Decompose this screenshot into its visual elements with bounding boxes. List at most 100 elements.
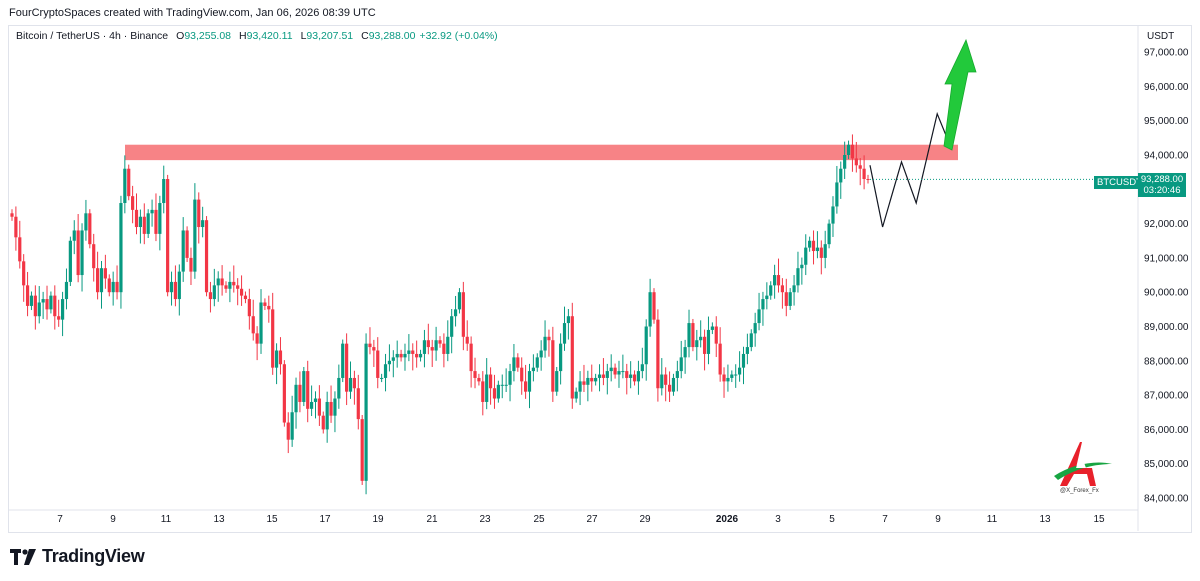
candle-body xyxy=(204,220,209,293)
time-tick-label: 9 xyxy=(935,514,941,525)
tradingview-logo-icon xyxy=(10,548,36,565)
close-label: C xyxy=(361,30,369,42)
candle-body xyxy=(804,247,808,265)
time-tick-label: 7 xyxy=(57,514,63,525)
candle-body xyxy=(220,278,224,286)
candle-body xyxy=(559,343,563,372)
author-watermark: @X_Forex_Fx xyxy=(1052,438,1114,498)
candle-body xyxy=(524,381,528,392)
candle-body xyxy=(450,316,454,337)
candle-body xyxy=(395,353,399,358)
candle-body xyxy=(835,182,839,207)
candle-body xyxy=(773,275,777,286)
candle-body xyxy=(115,281,119,293)
candle-body xyxy=(683,347,687,358)
candle-body xyxy=(263,302,267,306)
candle-body xyxy=(621,371,625,373)
candle-body xyxy=(364,343,368,481)
time-tick-label: 5 xyxy=(829,514,835,525)
price-tick-label: 86,000.00 xyxy=(1144,425,1189,436)
candle-body xyxy=(337,377,341,399)
candle-body xyxy=(422,340,427,354)
candle-body xyxy=(722,374,726,382)
candle-body xyxy=(745,347,749,354)
candle-body xyxy=(399,353,403,358)
candle-body xyxy=(749,333,753,348)
candle-body xyxy=(426,340,430,348)
candle-body xyxy=(675,371,679,378)
candle-body xyxy=(99,268,104,293)
candle-body xyxy=(201,220,205,228)
candle-body xyxy=(714,326,718,344)
candle-body xyxy=(317,398,321,416)
candle-body xyxy=(679,357,683,372)
candle-body xyxy=(446,336,450,354)
candle-body xyxy=(430,347,434,351)
candle-body xyxy=(726,377,730,382)
candle-body xyxy=(88,213,92,245)
candle-body xyxy=(453,309,458,317)
time-tick-label: 3 xyxy=(775,514,781,525)
candle-body xyxy=(348,377,353,392)
candle-body xyxy=(827,223,831,245)
footer-brand[interactable]: TradingView xyxy=(10,546,145,567)
candle-body xyxy=(796,268,800,286)
time-tick-label: 13 xyxy=(1039,514,1051,525)
candle-body xyxy=(25,285,30,306)
candle-body xyxy=(33,295,37,317)
current-price-value: 93,288.00 xyxy=(1140,174,1184,185)
candle-body xyxy=(341,343,345,378)
candle-body xyxy=(442,343,446,354)
up-arrow-icon xyxy=(943,38,977,151)
time-tick-label: 11 xyxy=(161,514,172,525)
candle-body xyxy=(372,347,376,351)
candle-body xyxy=(10,213,14,217)
low-value: 93,207.51 xyxy=(306,30,354,42)
time-tick-label: 19 xyxy=(372,514,384,525)
current-price-badge: 93,288.00 03:20:46 xyxy=(1138,173,1186,197)
candle-body xyxy=(228,281,232,289)
candle-body xyxy=(512,357,516,372)
candle-body xyxy=(691,323,695,348)
candle-body xyxy=(278,350,283,365)
candle-body xyxy=(255,333,259,344)
candle-body xyxy=(49,295,53,310)
time-tick-label: 2026 xyxy=(716,514,739,525)
time-tick-label: 29 xyxy=(639,514,651,525)
price-tick-label: 85,000.00 xyxy=(1144,459,1189,470)
candle-body xyxy=(667,384,672,392)
candle-body xyxy=(718,343,722,375)
symbol-name[interactable]: Bitcoin / TetherUS · 4h · Binance xyxy=(16,30,169,42)
candle-body xyxy=(146,213,150,234)
low-label: L xyxy=(300,30,307,42)
candle-body xyxy=(839,168,843,183)
candle-body xyxy=(310,401,314,409)
countdown-value: 03:20:46 xyxy=(1143,185,1181,196)
candle-body xyxy=(788,292,792,306)
candle-body xyxy=(823,244,827,258)
candle-body xyxy=(531,367,535,372)
candle-body xyxy=(321,415,325,430)
candle-body xyxy=(166,179,170,293)
candle-body xyxy=(481,381,485,402)
candle-body xyxy=(660,374,664,389)
candle-body xyxy=(271,309,275,368)
candle-body xyxy=(485,374,489,402)
candle-body xyxy=(306,371,310,409)
candle-body xyxy=(819,247,823,258)
candle-body xyxy=(267,305,271,310)
tradingview-brand[interactable]: TradingView xyxy=(42,546,145,566)
candle-body xyxy=(119,203,123,293)
candle-body xyxy=(224,285,228,289)
candle-body xyxy=(699,336,703,341)
candle-body xyxy=(383,364,388,378)
symbol-info-row[interactable]: Bitcoin / TetherUS · 4h · Binance O 93,25… xyxy=(16,30,498,42)
candle-body xyxy=(496,384,500,399)
candle-body xyxy=(368,343,372,348)
candle-body xyxy=(80,230,84,276)
candle-body xyxy=(741,353,746,368)
candle-body xyxy=(29,295,34,306)
candle-body xyxy=(274,350,279,368)
time-tick-label: 27 xyxy=(586,514,598,525)
